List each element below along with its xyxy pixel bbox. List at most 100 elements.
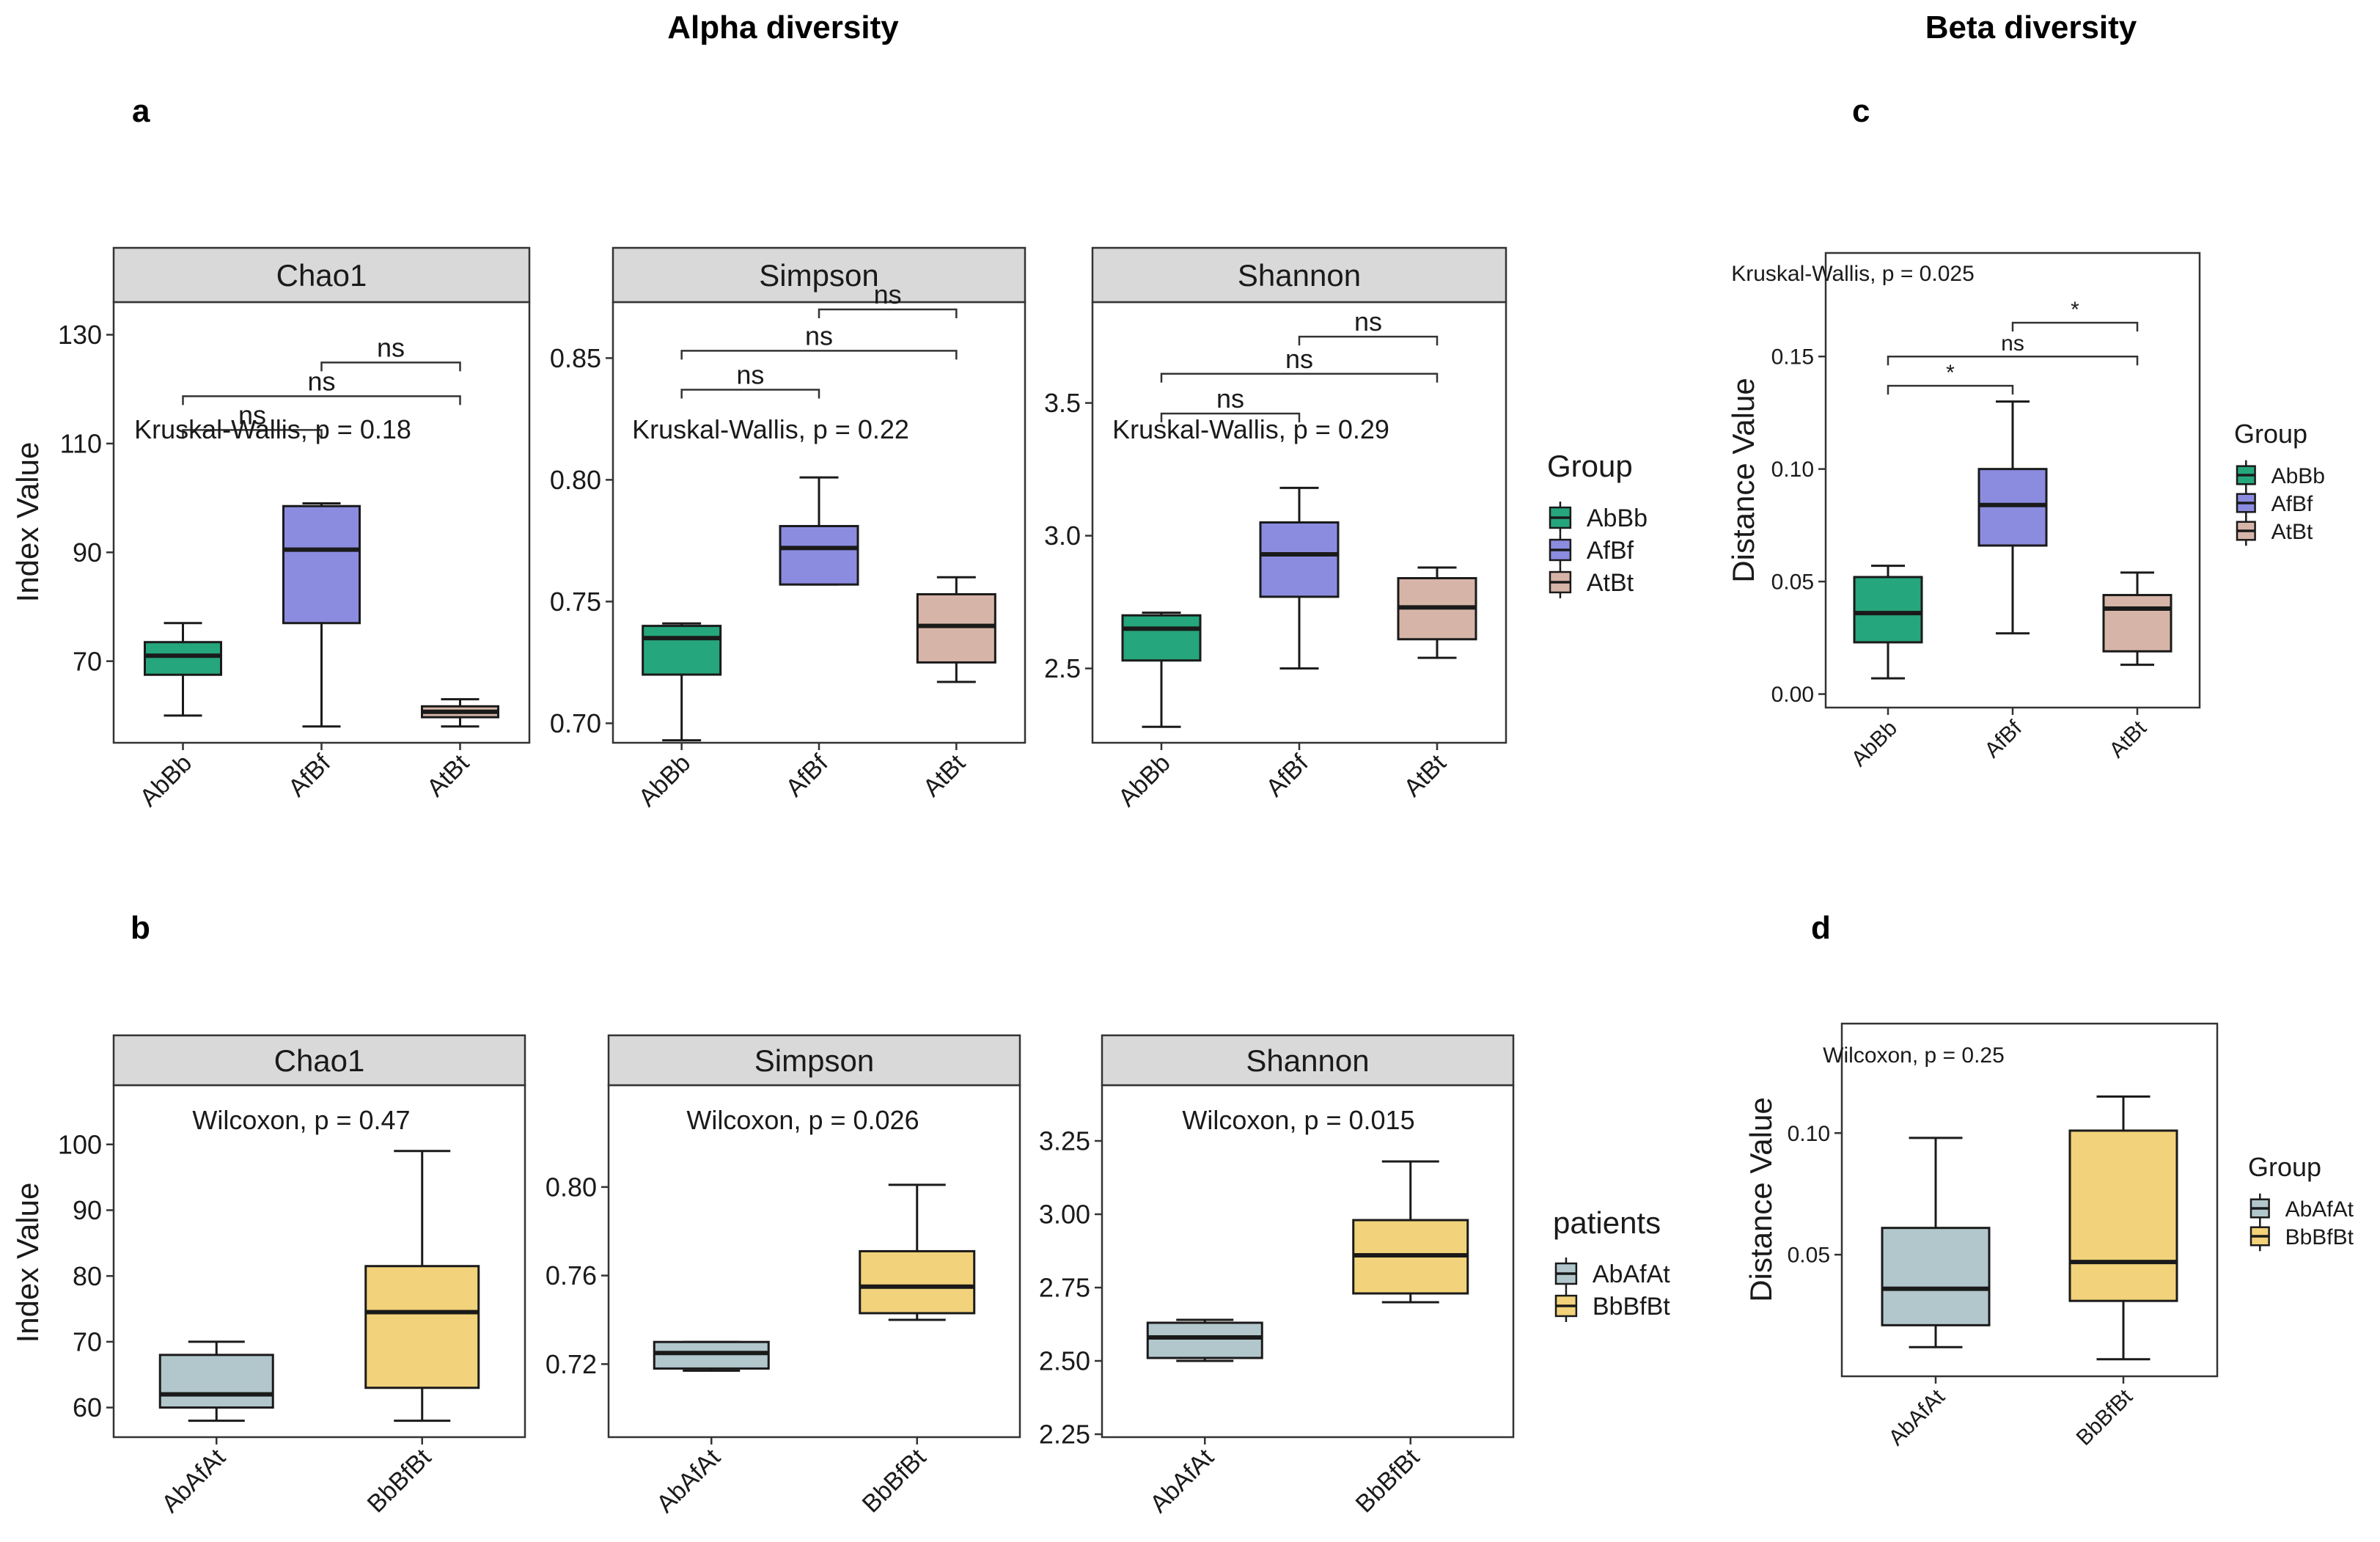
- box-body: [1121, 614, 1202, 662]
- x-tick-label: BbBfBt: [1351, 1443, 1425, 1518]
- significance-bracket: ns: [1160, 344, 1439, 383]
- legend-label: BbBfBt: [1593, 1293, 1670, 1321]
- stat-test-label: Kruskal-Wallis, p = 0.025: [1731, 262, 1975, 286]
- box-BbBfBt: [1352, 1160, 1469, 1304]
- box-AbAfAt: [653, 1340, 770, 1372]
- chart-d-beta: 0.05 0.10 Distance Value AbAfAt BbBfBt Wilcox…: [1744, 1022, 2219, 1450]
- x-tick-label: AtBt: [918, 749, 972, 802]
- box-AbBb: [144, 622, 222, 717]
- y-tick-label: 0.72: [546, 1349, 597, 1379]
- legend-label: AbAfAt: [1593, 1260, 1670, 1288]
- panel-label-d: d: [1811, 910, 1831, 946]
- bracket-label: ns: [377, 332, 405, 362]
- box-body: [1146, 1321, 1263, 1359]
- y-tick-label: 60: [73, 1392, 102, 1422]
- box-AfBf: [779, 476, 859, 586]
- y-tick-label: 0.05: [1788, 1244, 1830, 1268]
- legend-label: AbBb: [1587, 504, 1648, 532]
- bracket-line: [1887, 355, 2139, 366]
- y-tick-label: 2.5: [1044, 653, 1081, 683]
- chart-b-chao1: Chao1 60 70 80 90 100 Index Value AbAfAt BbBfBt W…: [10, 1034, 526, 1518]
- y-tick-label: 0.10: [1771, 458, 1814, 482]
- stat-test-label: Wilcoxon, p = 0.015: [1182, 1105, 1414, 1135]
- x-tick-label: AfBf: [780, 749, 834, 802]
- significance-bracket: ns: [680, 320, 958, 360]
- box-body: [916, 592, 996, 664]
- y-tick-label: 130: [58, 320, 102, 350]
- y-tick-label: 0.80: [550, 465, 601, 495]
- strip-header: [611, 246, 1026, 304]
- legend-label: AtBt: [1587, 569, 1634, 597]
- bracket-line: [1298, 335, 1439, 346]
- bracket-line: [2011, 321, 2139, 332]
- box-body: [779, 524, 859, 586]
- legend-title: Group: [1547, 449, 1633, 483]
- panel-label-b: b: [131, 910, 150, 946]
- box-AtBt: [916, 576, 996, 683]
- x-tick-label: AbAfAt: [1145, 1443, 1219, 1518]
- y-tick-label: 0.80: [546, 1172, 597, 1202]
- box-body: [158, 1354, 274, 1409]
- box-body: [364, 1265, 480, 1389]
- legend-label: BbBfBt: [2285, 1225, 2354, 1249]
- box-body: [1977, 468, 2048, 547]
- bracket-label: ns: [1354, 306, 1382, 337]
- y-tick-label: 0.85: [550, 343, 601, 373]
- legend-key-BbBfBt: [2249, 1221, 2270, 1252]
- box-body: [859, 1249, 976, 1315]
- box-body: [653, 1340, 770, 1370]
- x-tick-label: AtBt: [422, 749, 475, 802]
- box-AbBb: [642, 622, 722, 742]
- box-BbBfBt: [2068, 1095, 2178, 1361]
- x-tick-label: AbAfAt: [156, 1443, 231, 1518]
- box-BbBfBt: [859, 1183, 976, 1321]
- box-body: [144, 641, 222, 676]
- box-BbBfBt: [364, 1150, 480, 1422]
- box-AtBt: [421, 698, 499, 728]
- legend-key-AtBt: [1549, 566, 1572, 598]
- chart-b-shannon: Shannon 2.25 2.50 2.75 3.00 3.25 AbAfAt BbBfBt W…: [1039, 1034, 1515, 1518]
- box-body: [1259, 521, 1340, 598]
- beta-diversity-title: Beta diversity: [1925, 10, 2137, 45]
- legend-b: patients AbAfAt BbBfBt: [1553, 1205, 1670, 1322]
- strip-header: [1101, 1034, 1515, 1087]
- stat-test-label: Kruskal-Wallis, p = 0.29: [1112, 414, 1389, 444]
- y-tick-label: 2.25: [1039, 1420, 1090, 1450]
- legend-d: Group AbAfAt BbBfBt: [2248, 1152, 2354, 1252]
- legend-title: Group: [2234, 419, 2307, 449]
- chart-c-beta: 0.00 0.05 0.10 0.15 Distance Value AbBb AfBf At…: [1726, 252, 2201, 771]
- legend-title: Group: [2248, 1152, 2321, 1182]
- box-AtBt: [1397, 566, 1477, 659]
- y-tick-label: 90: [73, 1195, 102, 1225]
- x-tick-label: AtBt: [2105, 716, 2152, 763]
- y-tick-label: 3.25: [1039, 1126, 1090, 1156]
- x-tick-label: AfBf: [1980, 716, 2027, 763]
- legend-label: AfBf: [2271, 492, 2313, 516]
- legend-title: patients: [1553, 1205, 1661, 1240]
- box-AfBf: [282, 502, 361, 728]
- y-tick-label: 0.76: [546, 1260, 597, 1290]
- chart-b-simpson: Simpson 0.72 0.76 0.80 AbAfAt BbBfBt Wilcoxon,…: [546, 1034, 1021, 1518]
- y-tick-label: 3.5: [1044, 388, 1081, 418]
- legend-key-AfBf: [2236, 488, 2256, 518]
- significance-bracket: ns: [1298, 306, 1439, 346]
- strip-label: Shannon: [1238, 258, 1361, 293]
- box-body: [1881, 1227, 1991, 1326]
- legend-a: Group AbBb AfBf AtBt: [1547, 449, 1648, 598]
- box-AbAfAt: [1146, 1318, 1263, 1362]
- legend-key-AbAfAt: [1554, 1258, 1578, 1290]
- bracket-label: ns: [1285, 344, 1313, 374]
- y-tick-label: 3.0: [1044, 521, 1081, 551]
- y-tick-label: 0.05: [1771, 570, 1814, 595]
- legend-area: GroupAbBbAfBfAtBtpatientsAbAfAtBbBfBtGro…: [1547, 419, 2354, 1322]
- significance-bracket: ns: [1887, 331, 2139, 366]
- box-body: [1853, 576, 1923, 644]
- box-AbAfAt: [1881, 1137, 1991, 1348]
- stat-test-label: Wilcoxon, p = 0.25: [1823, 1043, 2005, 1068]
- x-tick-label: AbBb: [633, 749, 697, 812]
- bracket-line: [818, 308, 958, 318]
- x-tick-label: AfBf: [1260, 749, 1314, 802]
- significance-bracket: *: [2011, 298, 2139, 332]
- strip-header: [112, 1034, 526, 1087]
- box-AfBf: [1977, 400, 2048, 635]
